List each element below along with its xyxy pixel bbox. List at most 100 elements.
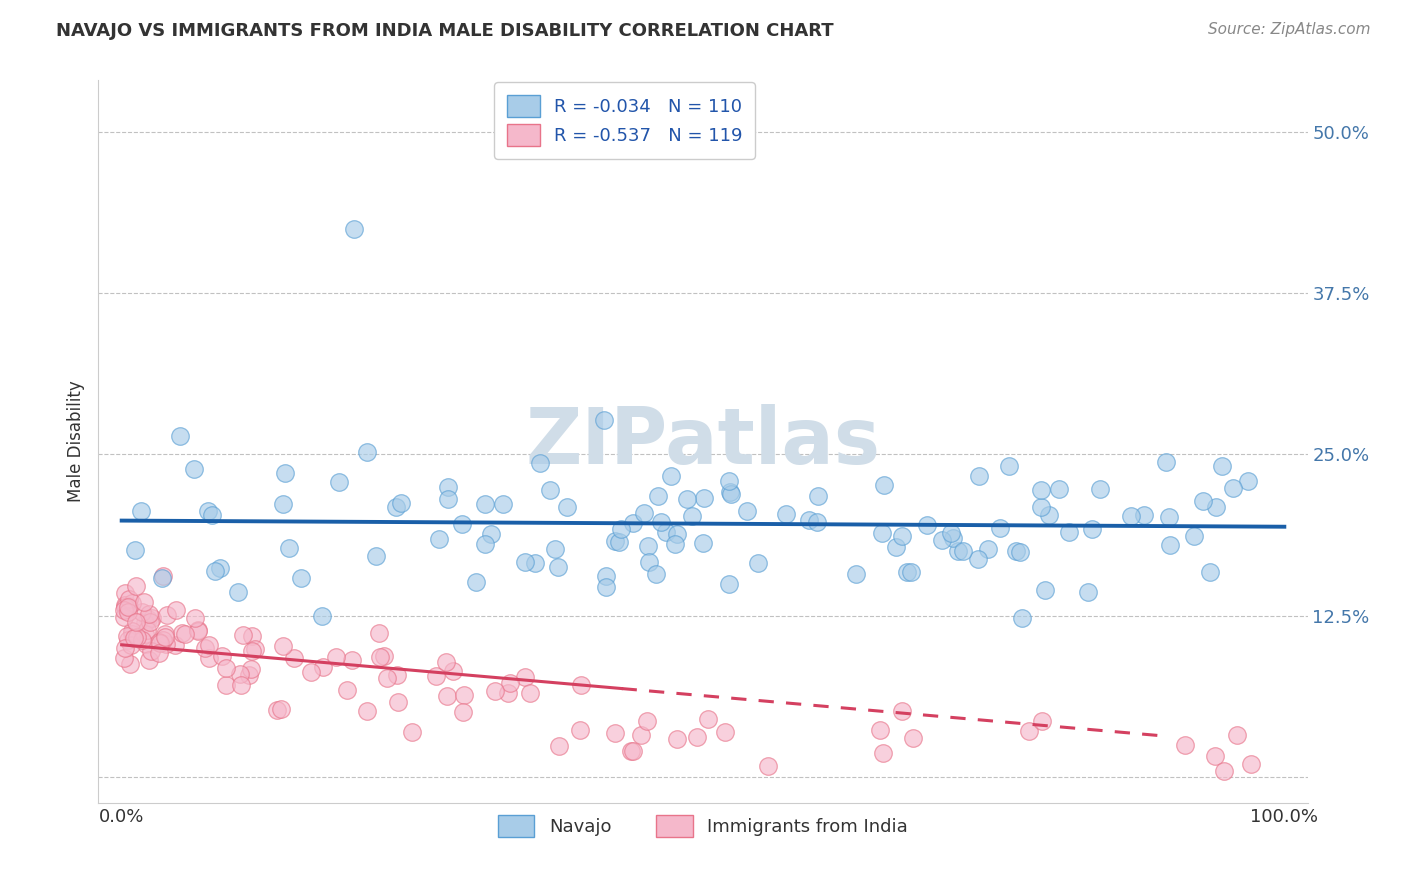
- Point: [156, 608, 179, 623]
- Text: NAVAJO VS IMMIGRANTS FROM INDIA MALE DISABILITY CORRELATION CHART: NAVAJO VS IMMIGRANTS FROM INDIA MALE DIS…: [56, 22, 834, 40]
- Point: [595, 580, 617, 594]
- Point: [891, 704, 914, 718]
- Point: [135, 637, 157, 651]
- Point: [515, 670, 537, 684]
- Point: [138, 607, 160, 621]
- Point: [155, 637, 177, 651]
- Point: [434, 656, 457, 670]
- Point: [266, 703, 288, 717]
- Point: [872, 747, 894, 761]
- Point: [718, 577, 741, 591]
- Point: [621, 744, 644, 758]
- Point: [942, 531, 965, 545]
- Point: [592, 413, 614, 427]
- Point: [153, 627, 176, 641]
- Point: [131, 605, 153, 619]
- Point: [666, 526, 689, 541]
- Point: [132, 594, 155, 608]
- Point: [548, 739, 571, 753]
- Point: [209, 561, 232, 575]
- Point: [1236, 474, 1258, 488]
- Point: [884, 541, 907, 555]
- Point: [117, 605, 139, 619]
- Point: [1081, 522, 1104, 536]
- Point: [998, 459, 1021, 474]
- Point: [368, 625, 391, 640]
- Point: [967, 468, 990, 483]
- Point: [271, 497, 294, 511]
- Point: [638, 555, 661, 569]
- Point: [299, 665, 322, 679]
- Point: [946, 544, 969, 558]
- Point: [356, 444, 378, 458]
- Point: [283, 650, 305, 665]
- Point: [204, 564, 226, 578]
- Point: [896, 566, 918, 580]
- Point: [368, 650, 391, 665]
- Point: [375, 671, 398, 685]
- Point: [389, 496, 412, 510]
- Point: [114, 640, 136, 655]
- Point: [401, 725, 423, 739]
- Point: [538, 483, 561, 497]
- Point: [806, 515, 828, 529]
- Point: [183, 461, 205, 475]
- Point: [900, 566, 922, 580]
- Point: [1008, 545, 1031, 559]
- Point: [519, 686, 541, 700]
- Point: [124, 542, 146, 557]
- Point: [427, 532, 450, 546]
- Point: [343, 221, 366, 235]
- Point: [595, 568, 617, 582]
- Text: ZIPatlas: ZIPatlas: [526, 403, 880, 480]
- Point: [544, 542, 567, 557]
- Point: [240, 629, 263, 643]
- Point: [127, 630, 149, 644]
- Point: [621, 516, 644, 530]
- Point: [966, 552, 988, 566]
- Point: [114, 586, 136, 600]
- Point: [513, 555, 536, 569]
- Point: [775, 507, 797, 521]
- Point: [1035, 582, 1057, 597]
- Point: [153, 630, 176, 644]
- Point: [278, 541, 301, 555]
- Point: [232, 628, 254, 642]
- Point: [645, 566, 668, 581]
- Point: [211, 649, 233, 664]
- Point: [1211, 458, 1233, 473]
- Point: [650, 515, 672, 529]
- Point: [620, 744, 643, 758]
- Point: [229, 667, 252, 681]
- Point: [356, 704, 378, 718]
- Point: [437, 492, 460, 507]
- Point: [425, 669, 447, 683]
- Point: [325, 650, 347, 665]
- Point: [988, 521, 1011, 535]
- Point: [524, 556, 547, 570]
- Point: [1159, 538, 1181, 552]
- Point: [479, 527, 502, 541]
- Point: [366, 549, 388, 563]
- Point: [138, 653, 160, 667]
- Point: [464, 574, 486, 589]
- Point: [127, 615, 149, 630]
- Point: [492, 497, 515, 511]
- Point: [1029, 483, 1052, 497]
- Point: [869, 723, 891, 738]
- Point: [170, 626, 193, 640]
- Point: [273, 639, 295, 653]
- Point: [125, 579, 148, 593]
- Point: [661, 468, 683, 483]
- Point: [806, 489, 828, 503]
- Point: [529, 456, 551, 470]
- Point: [114, 598, 136, 612]
- Point: [215, 678, 238, 692]
- Point: [1174, 738, 1197, 752]
- Point: [165, 603, 187, 617]
- Point: [630, 728, 652, 742]
- Point: [152, 632, 174, 647]
- Point: [387, 695, 409, 709]
- Point: [1226, 728, 1249, 742]
- Point: [311, 609, 333, 624]
